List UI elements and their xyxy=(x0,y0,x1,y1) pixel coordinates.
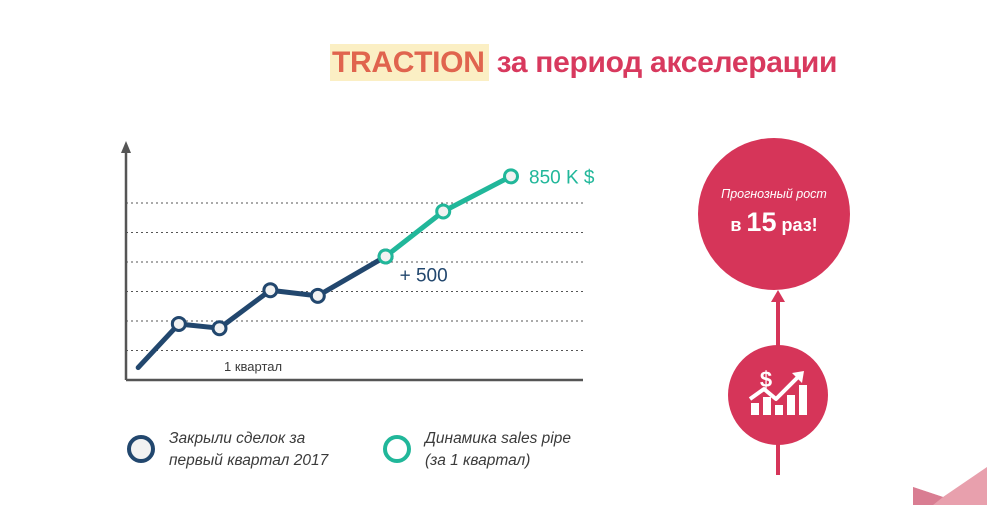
forecast-value: в 15 раз! xyxy=(730,207,817,238)
forecast-number: 15 xyxy=(746,206,777,237)
dollar-growth-chart-icon: $ xyxy=(728,345,828,445)
data-point xyxy=(377,248,394,265)
y-axis-arrow xyxy=(121,141,131,153)
data-point xyxy=(262,282,279,299)
legend-text-line: Динамика sales pipe xyxy=(425,430,571,447)
forecast-caption: Прогнозный рост xyxy=(721,186,827,201)
series-line-1 xyxy=(135,253,389,371)
annotation-top-label: 850 K $ xyxy=(529,167,595,188)
annotation-growth-label: + 500 xyxy=(400,265,448,286)
legend-marker-teal xyxy=(383,435,411,463)
corner-decoration xyxy=(913,467,987,505)
legend-text-line: Закрыли сделок за xyxy=(169,430,306,447)
title-highlight: TRACTION xyxy=(330,44,489,81)
legend-text-line: первый квартал 2017 xyxy=(169,452,329,469)
growth-arrow-head xyxy=(771,290,785,302)
legend-text-line: (за 1 квартал) xyxy=(425,452,531,469)
legend-item-closed-deals: Закрыли сделок за первый квартал 2017 xyxy=(127,428,328,472)
data-point xyxy=(170,315,187,332)
legend-marker-navy xyxy=(127,435,155,463)
page-title: TRACTION за период акселерации xyxy=(330,44,838,86)
annotation-x-label: 1 квартал xyxy=(224,359,282,374)
data-point xyxy=(435,203,452,220)
svg-text:$: $ xyxy=(760,367,772,392)
forecast-bubble: Прогнозный рост в 15 раз! xyxy=(698,138,850,290)
legend-item-sales-pipe: Динамика sales pipe (за 1 квартал) xyxy=(383,428,571,472)
forecast-suffix: раз! xyxy=(781,214,818,235)
forecast-prefix: в xyxy=(730,214,742,235)
data-point xyxy=(503,168,520,185)
title-rest: за период акселерации xyxy=(496,46,838,79)
data-point xyxy=(211,320,228,337)
data-point xyxy=(309,287,326,304)
